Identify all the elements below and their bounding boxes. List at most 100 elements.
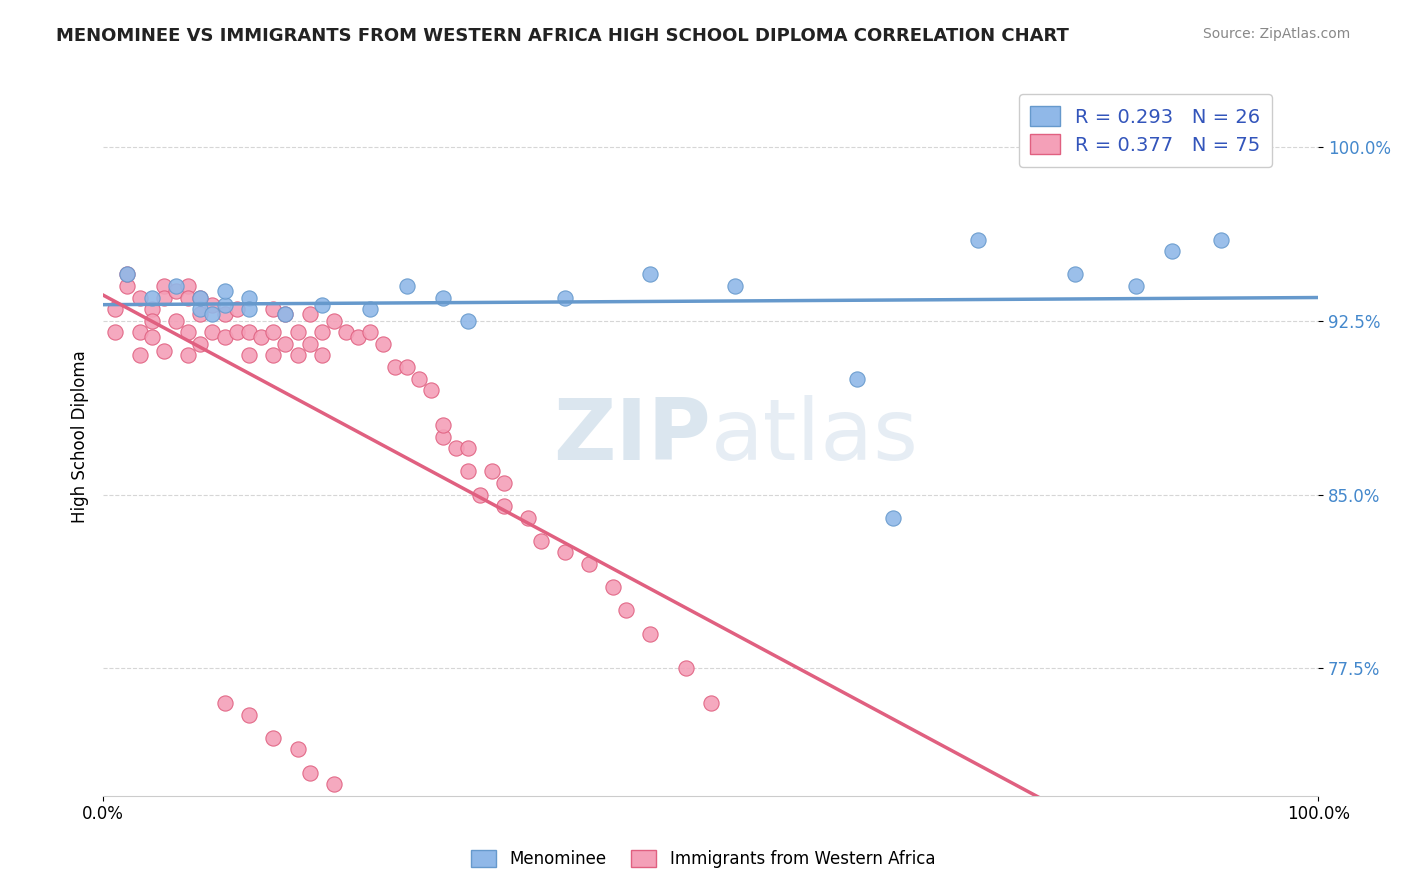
Point (371, 337, 394, 351)
Point (141, 314, 163, 328)
Point (724, 279, 747, 293)
Legend: R = 0.293   N = 26, R = 0.377   N = 75: R = 0.293 N = 26, R = 0.377 N = 75 (1019, 95, 1272, 167)
Point (1064, 268, 1087, 282)
Point (457, 441, 479, 455)
Point (274, 337, 297, 351)
Point (432, 291, 454, 305)
Point (214, 284, 236, 298)
Point (517, 510, 540, 524)
Point (177, 291, 200, 305)
Point (165, 279, 187, 293)
Point (408, 372, 430, 386)
Point (457, 314, 479, 328)
Point (262, 326, 284, 340)
Point (395, 360, 418, 375)
Point (188, 302, 211, 317)
Point (882, 510, 904, 524)
Point (298, 765, 321, 780)
Point (214, 307, 236, 321)
Point (274, 307, 297, 321)
Point (188, 307, 211, 321)
Point (104, 326, 127, 340)
Point (128, 291, 150, 305)
Point (153, 343, 176, 358)
Point (238, 707, 260, 722)
Point (214, 297, 236, 311)
Point (128, 326, 150, 340)
Point (238, 349, 260, 363)
Point (335, 326, 357, 340)
Point (153, 279, 176, 293)
Point (238, 302, 260, 317)
Point (494, 475, 516, 490)
Point (262, 349, 284, 363)
Point (214, 696, 236, 710)
Point (287, 742, 309, 756)
Point (432, 429, 454, 443)
Point (201, 307, 224, 321)
Point (298, 307, 321, 321)
Point (347, 330, 370, 344)
Point (602, 580, 624, 594)
Point (323, 314, 346, 328)
Point (287, 326, 309, 340)
Point (250, 330, 273, 344)
Point (201, 326, 224, 340)
Point (188, 337, 211, 351)
Point (153, 291, 176, 305)
Point (845, 372, 868, 386)
Point (699, 696, 721, 710)
Point (578, 557, 600, 571)
Point (177, 279, 200, 293)
Point (177, 326, 200, 340)
Point (201, 297, 224, 311)
Point (420, 384, 443, 398)
Point (529, 533, 551, 548)
Text: ZIP: ZIP (553, 395, 710, 478)
Y-axis label: High School Diploma: High School Diploma (72, 351, 89, 523)
Point (274, 307, 297, 321)
Point (395, 279, 418, 293)
Point (165, 284, 187, 298)
Point (117, 279, 139, 293)
Point (298, 337, 321, 351)
Point (117, 268, 139, 282)
Point (554, 291, 576, 305)
Point (323, 777, 346, 791)
Point (494, 499, 516, 513)
Point (554, 545, 576, 559)
Point (675, 661, 697, 675)
Point (638, 626, 661, 640)
Point (432, 417, 454, 432)
Point (104, 302, 127, 317)
Point (1125, 279, 1147, 293)
Text: MENOMINEE VS IMMIGRANTS FROM WESTERN AFRICA HIGH SCHOOL DIPLOMA CORRELATION CHAR: MENOMINEE VS IMMIGRANTS FROM WESTERN AFR… (56, 27, 1069, 45)
Point (188, 291, 211, 305)
Point (141, 291, 163, 305)
Point (384, 360, 406, 375)
Point (287, 349, 309, 363)
Point (165, 314, 187, 328)
Point (311, 326, 333, 340)
Point (311, 297, 333, 311)
Point (238, 326, 260, 340)
Point (262, 731, 284, 745)
Point (188, 291, 211, 305)
Point (238, 291, 260, 305)
Text: atlas: atlas (710, 395, 918, 478)
Point (117, 268, 139, 282)
Point (1161, 244, 1184, 259)
Point (359, 326, 381, 340)
Point (141, 302, 163, 317)
Point (214, 330, 236, 344)
Point (444, 441, 467, 455)
Legend: Menominee, Immigrants from Western Africa: Menominee, Immigrants from Western Afric… (464, 843, 942, 875)
Point (1209, 233, 1232, 247)
Point (141, 330, 163, 344)
Point (311, 349, 333, 363)
Text: Source: ZipAtlas.com: Source: ZipAtlas.com (1202, 27, 1350, 41)
Point (225, 302, 247, 317)
Point (359, 302, 381, 317)
Point (177, 349, 200, 363)
Point (225, 326, 247, 340)
